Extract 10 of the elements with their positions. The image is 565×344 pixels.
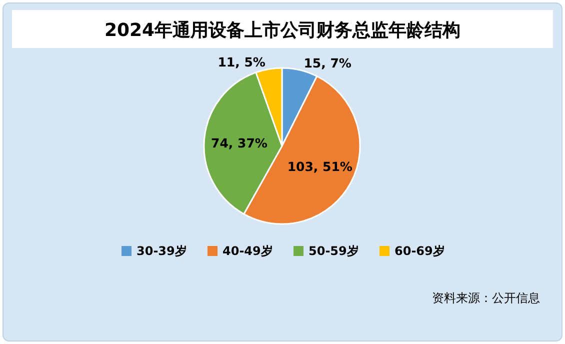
- data-label: 103, 51%: [287, 159, 353, 174]
- text: 资料来源：公开信息: [432, 291, 540, 305]
- data-label: 74, 37%: [211, 135, 268, 150]
- data-label: 15, 7%: [304, 56, 352, 70]
- legend-label: 40-49岁: [222, 244, 273, 258]
- data-label: 11, 5%: [218, 54, 266, 70]
- legend-label: 30-39岁: [136, 244, 187, 258]
- chart-title: 2024年通用设备上市公司财务总监年龄结构: [104, 20, 461, 41]
- legend-label: 50-59岁: [308, 244, 359, 258]
- legend-label: 60-69岁: [394, 244, 445, 258]
